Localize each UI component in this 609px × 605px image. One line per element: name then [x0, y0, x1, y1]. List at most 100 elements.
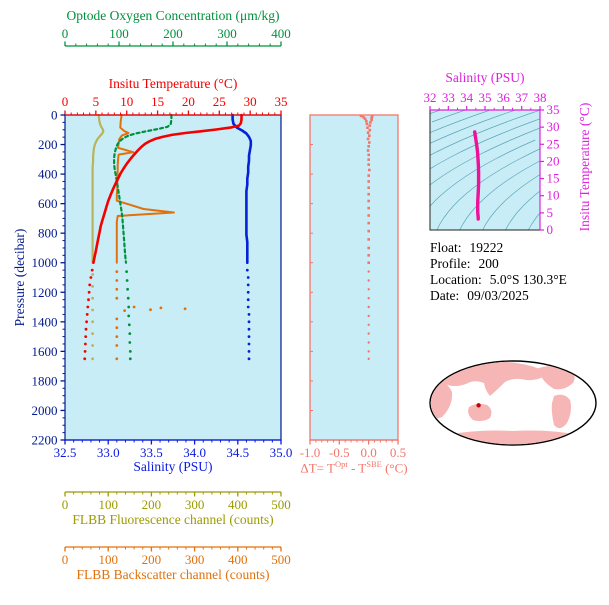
delta-marker [367, 174, 370, 177]
date-label: Date: [430, 288, 460, 303]
temperature-axis-title: Insitu Temperature (°C) [108, 76, 238, 91]
delta-marker [367, 153, 370, 157]
fluorescence-axis-tick-label: 100 [98, 497, 118, 512]
ts-curve [473, 130, 481, 221]
temperature-deep-marker [85, 313, 89, 316]
delta-marker [367, 186, 370, 189]
delta-axis-tick-label: -1.0 [300, 445, 321, 460]
delta-marker [367, 206, 370, 210]
delta-marker [362, 115, 365, 119]
pressure-axis-tick-label: 1800 [32, 373, 58, 388]
float-position-marker [476, 403, 481, 408]
salinity-deep-marker [247, 357, 251, 361]
delta-marker [367, 254, 370, 257]
fluorescence-deep-marker [91, 320, 94, 324]
oxygen-deep-marker [125, 270, 128, 273]
pressure-axis-tick-label: 600 [38, 196, 58, 211]
profile-value: 200 [478, 256, 499, 271]
fluorescence-axis-title: FLBB Fluorescence channel (counts) [72, 512, 274, 527]
ts-temp-tick-label: 25 [547, 136, 560, 151]
temperature-deep-marker [87, 290, 91, 294]
isopycnal-contour [459, 160, 540, 230]
ts-sal-tick-label: 36 [497, 90, 511, 105]
pressure-axis-tick-label: 2200 [32, 433, 58, 448]
salinity-deep-marker [245, 268, 249, 272]
salinity-deep-marker [247, 320, 251, 324]
delta-marker [367, 214, 370, 217]
ts-sal-tick-label: 35 [479, 90, 492, 105]
pressure-axis-tick-label: 400 [38, 167, 58, 182]
ts-temp-tick-label: 35 [547, 102, 560, 117]
backscatter-deep-marker [115, 296, 119, 300]
pressure-axis-tick-label: 0 [51, 108, 58, 123]
temperature-deep-marker [83, 357, 87, 361]
delta-marker [370, 116, 373, 120]
delta-marker [367, 158, 370, 161]
salinity-deep-marker [247, 335, 251, 338]
oxygen-axis-title: Optode Oxygen Concentration (μm/kg) [66, 8, 280, 23]
oxygen-deep-marker [127, 314, 131, 318]
delta-deep-marker [367, 341, 370, 344]
temperature-axis-tick-label: 0 [62, 94, 69, 109]
delta-deep-marker [367, 323, 370, 326]
backscatter-deep-marker [115, 279, 119, 282]
delta-marker [367, 145, 370, 148]
isopycnal-contour [430, 110, 441, 114]
oxygen-axis-tick-label: 300 [217, 26, 237, 41]
backscatter-deep-marker [115, 270, 119, 273]
backscatter-curve [115, 114, 175, 264]
delta-marker [367, 246, 370, 250]
backscatter-axis-tick-label: 400 [228, 552, 248, 567]
temperature-curve [92, 113, 243, 265]
salinity-deep-marker [246, 298, 250, 302]
isopycnal-contour [482, 174, 540, 230]
fluorescence-axis-tick-label: 500 [271, 497, 291, 512]
delta-marker [366, 126, 369, 129]
delta-marker [365, 122, 369, 126]
temperature-deep-marker [83, 350, 87, 353]
salinity-axis-tick-label: 34.5 [226, 445, 249, 460]
delta-marker [368, 128, 372, 132]
delta-deep-marker [367, 279, 370, 282]
delta-marker [368, 168, 371, 172]
delta-t-axis-title-part: ΔT= T [300, 460, 335, 476]
salinity-curve [231, 113, 253, 265]
salinity-axis-tick-label: 33.5 [140, 445, 163, 460]
delta-marker [368, 141, 371, 144]
delta-deep-marker [367, 350, 370, 353]
fluorescence-deep-marker [91, 344, 94, 347]
pressure-axis-tick-label: 1400 [32, 314, 58, 329]
backscatter-deep-marker [149, 308, 152, 312]
delta-marker [367, 199, 370, 203]
pressure-axis-tick-label: 2000 [32, 403, 58, 418]
date-value: 09/03/2025 [467, 288, 529, 303]
delta-marker [370, 115, 374, 118]
ts-sal-tick-label: 32 [424, 90, 437, 105]
delta-marker [367, 163, 370, 166]
landmass [536, 365, 575, 390]
temperature-axis-tick-label: 5 [93, 94, 100, 109]
fluorescence-axis-tick-label: 400 [228, 497, 248, 512]
float-info-row: Float: 19222 [430, 240, 567, 256]
location-info-row: Location: 5.0°S 130.3°E [430, 272, 567, 288]
temperature-axis-tick-label: 30 [244, 94, 257, 109]
delta-deep-marker [367, 288, 370, 291]
temperature-axis-tick-label: 10 [120, 94, 133, 109]
delta-marker [369, 121, 372, 124]
oxygen-axis-tick-label: 400 [271, 26, 291, 41]
profile-label: Profile: [430, 256, 471, 271]
temperature-deep-marker [84, 342, 87, 346]
location-value: 5.0°S 130.3°E [489, 272, 567, 287]
landmass [551, 394, 571, 429]
isopycnal-contour [430, 110, 491, 134]
pressure-axis-title: Pressure (decibar) [12, 228, 27, 327]
delta-marker [359, 114, 363, 118]
fluorescence-axis-tick-label: 0 [62, 497, 69, 512]
ts-temp-tick-label: 15 [547, 171, 560, 186]
oxygen-deep-marker [128, 357, 132, 361]
backscatter-deep-marker [123, 309, 126, 312]
backscatter-axis-tick-label: 300 [185, 552, 205, 567]
ts-sal-tick-label: 37 [515, 90, 529, 105]
oxygen-deep-marker [127, 305, 131, 309]
landmass [468, 403, 492, 422]
